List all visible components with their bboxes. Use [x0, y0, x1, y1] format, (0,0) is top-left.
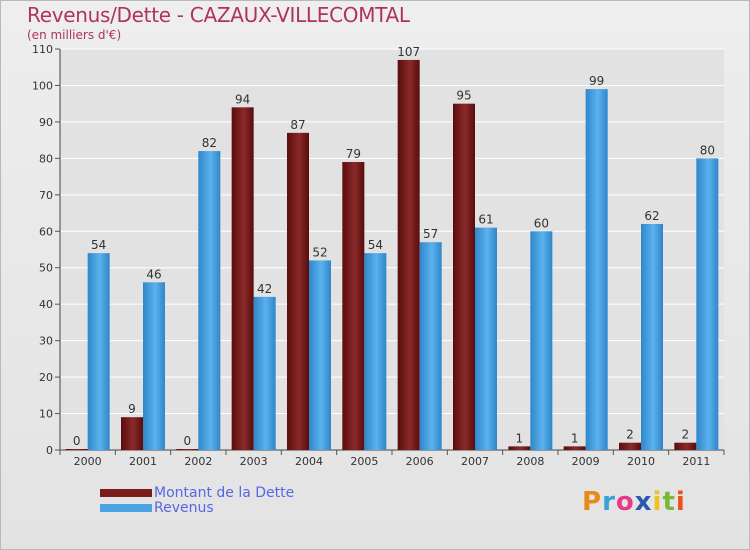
- bar-dette: [453, 103, 475, 450]
- y-tick-label: 0: [46, 444, 53, 457]
- bar-dette: [65, 449, 88, 450]
- x-tick-label: 2009: [572, 455, 600, 468]
- bar-revenus: [641, 223, 663, 450]
- data-label-dette: 2: [626, 428, 634, 442]
- data-label-revenus: 54: [91, 238, 106, 252]
- x-tick-label: 2010: [627, 455, 655, 468]
- data-label-revenus: 60: [534, 216, 549, 230]
- legend-label-revenus: Revenus: [154, 500, 214, 516]
- data-label-revenus: 52: [312, 245, 327, 259]
- data-label-revenus: 80: [700, 143, 715, 157]
- data-label-dette: 0: [184, 434, 192, 448]
- y-tick-label: 100: [32, 79, 53, 92]
- bar-dette: [176, 449, 199, 450]
- bar-dette: [397, 59, 420, 450]
- bar-revenus: [87, 253, 110, 450]
- x-tick-label: 2007: [461, 455, 489, 468]
- bar-dette: [619, 442, 641, 450]
- data-label-dette: 95: [456, 89, 471, 103]
- logo-letter: P: [582, 487, 603, 517]
- bar-revenus: [585, 89, 608, 450]
- chart-subtitle: (en milliers d'€): [27, 28, 122, 42]
- y-tick-label: 60: [39, 225, 53, 238]
- bar-dette: [121, 417, 143, 450]
- logo-letter: i: [652, 487, 663, 517]
- logo-letter: r: [602, 487, 616, 517]
- y-tick-label: 50: [39, 262, 53, 275]
- y-tick-label: 10: [39, 408, 53, 421]
- y-tick-label: 90: [39, 116, 53, 129]
- legend-swatch-revenus: [100, 504, 152, 512]
- y-tick-label: 40: [39, 298, 53, 311]
- bar-dette: [342, 162, 365, 450]
- data-label-dette: 94: [235, 92, 250, 106]
- bar-revenus: [696, 158, 719, 450]
- bar-dette: [231, 107, 254, 450]
- logo-letter: o: [615, 487, 635, 517]
- x-tick-label: 2000: [74, 455, 102, 468]
- data-label-dette: 107: [397, 45, 420, 59]
- bar-revenus: [419, 242, 442, 450]
- data-label-dette: 2: [682, 428, 690, 442]
- data-label-dette: 1: [516, 431, 524, 445]
- logo-letter: i: [675, 487, 686, 517]
- x-tick-label: 2003: [240, 455, 268, 468]
- y-tick-label: 80: [39, 152, 53, 165]
- bar-dette: [674, 442, 697, 450]
- bar-revenus: [364, 253, 387, 450]
- x-tick-label: 2004: [295, 455, 323, 468]
- bar-dette: [287, 132, 309, 450]
- data-label-revenus: 99: [589, 74, 604, 88]
- logo-letter: t: [662, 487, 676, 517]
- proxiti-logo: Proxiti: [582, 487, 686, 517]
- bar-revenus: [253, 296, 276, 450]
- data-label-revenus: 62: [644, 209, 659, 223]
- data-label-revenus: 42: [257, 282, 272, 296]
- x-tick-label: 2002: [184, 455, 212, 468]
- data-label-dette: 79: [346, 147, 361, 161]
- bar-revenus: [530, 231, 553, 450]
- x-tick-label: 2008: [516, 455, 544, 468]
- x-tick-label: 2006: [406, 455, 434, 468]
- bar-dette: [563, 446, 586, 450]
- plot-area: [60, 49, 724, 450]
- data-label-revenus: 54: [368, 238, 383, 252]
- bar-dette: [508, 446, 531, 450]
- y-tick-label: 70: [39, 189, 53, 202]
- data-label-revenus: 61: [478, 213, 493, 227]
- bar-revenus: [143, 282, 165, 450]
- chart-title: Revenus/Dette - CAZAUX-VILLECOMTAL: [27, 3, 410, 27]
- data-label-revenus: 57: [423, 227, 438, 241]
- data-label-dette: 9: [128, 402, 136, 416]
- x-tick-label: 2005: [350, 455, 378, 468]
- data-label-revenus: 82: [202, 136, 217, 150]
- data-label-revenus: 46: [146, 267, 161, 281]
- data-label-dette: 0: [73, 434, 81, 448]
- y-tick-label: 110: [32, 43, 53, 56]
- bar-revenus: [198, 151, 221, 450]
- x-tick-label: 2001: [129, 455, 157, 468]
- y-tick-label: 20: [39, 371, 53, 384]
- bar-revenus: [475, 227, 497, 450]
- legend-swatch-dette: [100, 489, 152, 497]
- data-label-dette: 87: [290, 118, 305, 132]
- legend-label-dette: Montant de la Dette: [154, 485, 295, 501]
- bar-revenus: [309, 260, 331, 450]
- y-tick-label: 30: [39, 335, 53, 348]
- x-tick-label: 2011: [682, 455, 710, 468]
- logo-letter: x: [634, 487, 653, 517]
- data-label-dette: 1: [571, 431, 579, 445]
